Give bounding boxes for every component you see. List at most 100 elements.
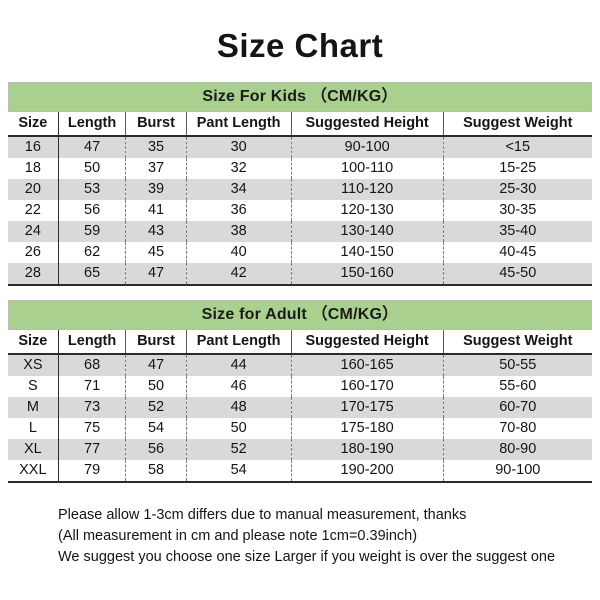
- cell-pant-length: 54: [186, 460, 292, 483]
- cell-suggest-weight: 55-60: [443, 376, 592, 397]
- cell-length: 56: [58, 200, 127, 221]
- cell-pant-length: 34: [186, 179, 292, 200]
- kids-size-section: Size For Kids （CM/KG） Size Length Burst …: [8, 82, 592, 286]
- cell-length: 65: [58, 263, 127, 286]
- cell-size: XXL: [8, 460, 59, 483]
- cell-length: 50: [58, 158, 127, 179]
- table-row: 18 50 37 32 100-110 15-25: [8, 158, 592, 179]
- cell-suggest-weight: 60-70: [443, 397, 592, 418]
- cell-length: 75: [58, 418, 127, 439]
- table-row: M 73 52 48 170-175 60-70: [8, 397, 592, 418]
- cell-pant-length: 44: [186, 354, 292, 376]
- cell-burst: 39: [125, 179, 187, 200]
- table-row: S 71 50 46 160-170 55-60: [8, 376, 592, 397]
- column-header-length: Length: [58, 112, 127, 137]
- note-line-3: We suggest you choose one size Larger if…: [58, 549, 556, 565]
- cell-length: 53: [58, 179, 127, 200]
- cell-suggested-height: 160-165: [291, 354, 444, 376]
- table-row: 26 62 45 40 140-150 40-45: [8, 242, 592, 263]
- cell-size: S: [8, 376, 59, 397]
- cell-suggest-weight: 15-25: [443, 158, 592, 179]
- cell-suggest-weight: 35-40: [443, 221, 592, 242]
- cell-length: 71: [58, 376, 127, 397]
- cell-size: 16: [8, 136, 59, 158]
- column-header-suggest-weight: Suggest Weight: [443, 112, 592, 137]
- cell-suggest-weight: 50-55: [443, 354, 592, 376]
- cell-suggested-height: 100-110: [291, 158, 444, 179]
- cell-pant-length: 52: [186, 439, 292, 460]
- table-row: L 75 54 50 175-180 70-80: [8, 418, 592, 439]
- cell-suggest-weight: <15: [443, 136, 592, 158]
- page-title: Size Chart: [216, 27, 384, 64]
- table-row: XL 77 56 52 180-190 80-90: [8, 439, 592, 460]
- adult-section-banner: Size for Adult （CM/KG）: [8, 300, 592, 330]
- cell-pant-length: 42: [186, 263, 292, 286]
- column-header-suggested-height: Suggested Height: [291, 112, 444, 137]
- cell-size: 22: [8, 200, 59, 221]
- cell-pant-length: 40: [186, 242, 292, 263]
- cell-suggested-height: 130-140: [291, 221, 444, 242]
- cell-suggested-height: 90-100: [291, 136, 444, 158]
- cell-pant-length: 38: [186, 221, 292, 242]
- cell-size: XS: [8, 354, 59, 376]
- cell-size: 18: [8, 158, 59, 179]
- column-header-burst: Burst: [125, 112, 187, 137]
- cell-length: 59: [58, 221, 127, 242]
- cell-pant-length: 30: [186, 136, 292, 158]
- adult-size-section: Size for Adult （CM/KG） Size Length Burst…: [8, 300, 592, 483]
- cell-burst: 50: [125, 376, 187, 397]
- table-row: XXL 79 58 54 190-200 90-100: [8, 460, 592, 483]
- cell-suggested-height: 140-150: [291, 242, 444, 263]
- cell-length: 79: [58, 460, 127, 483]
- cell-burst: 45: [125, 242, 187, 263]
- cell-pant-length: 48: [186, 397, 292, 418]
- table-row: 28 65 47 42 150-160 45-50: [8, 263, 592, 286]
- cell-burst: 35: [125, 136, 187, 158]
- column-header-length: Length: [58, 330, 127, 355]
- cell-pant-length: 32: [186, 158, 292, 179]
- table-row: 22 56 41 36 120-130 30-35: [8, 200, 592, 221]
- cell-size: M: [8, 397, 59, 418]
- cell-burst: 54: [125, 418, 187, 439]
- column-header-size: Size: [8, 112, 59, 137]
- cell-burst: 52: [125, 397, 187, 418]
- cell-suggested-height: 150-160: [291, 263, 444, 286]
- cell-length: 77: [58, 439, 127, 460]
- cell-pant-length: 50: [186, 418, 292, 439]
- cell-burst: 43: [125, 221, 187, 242]
- kids-size-table: Size Length Burst Pant Length Suggested …: [8, 112, 592, 286]
- adult-table-body: XS 68 47 44 160-165 50-55 S 71 50 46 160…: [8, 354, 592, 483]
- footer-notes: Please allow 1-3cm differs due to manual…: [40, 505, 560, 568]
- column-header-suggested-height: Suggested Height: [291, 330, 444, 355]
- table-row: XS 68 47 44 160-165 50-55: [8, 354, 592, 376]
- adult-size-table: Size Length Burst Pant Length Suggested …: [8, 330, 592, 483]
- cell-suggest-weight: 25-30: [443, 179, 592, 200]
- cell-suggested-height: 160-170: [291, 376, 444, 397]
- note-line-2: (All measurement in cm and please note 1…: [58, 528, 418, 544]
- cell-suggested-height: 120-130: [291, 200, 444, 221]
- cell-suggest-weight: 30-35: [443, 200, 592, 221]
- cell-suggest-weight: 90-100: [443, 460, 592, 483]
- cell-burst: 56: [125, 439, 187, 460]
- cell-length: 62: [58, 242, 127, 263]
- table-row: 24 59 43 38 130-140 35-40: [8, 221, 592, 242]
- cell-size: XL: [8, 439, 59, 460]
- column-header-burst: Burst: [125, 330, 187, 355]
- cell-size: 24: [8, 221, 59, 242]
- table-row: 16 47 35 30 90-100 <15: [8, 136, 592, 158]
- cell-burst: 47: [125, 263, 187, 286]
- kids-section-banner: Size For Kids （CM/KG）: [8, 82, 592, 112]
- cell-suggest-weight: 70-80: [443, 418, 592, 439]
- cell-suggested-height: 110-120: [291, 179, 444, 200]
- column-header-size: Size: [8, 330, 59, 355]
- cell-suggest-weight: 80-90: [443, 439, 592, 460]
- column-header-suggest-weight: Suggest Weight: [443, 330, 592, 355]
- cell-size: 26: [8, 242, 59, 263]
- note-line-1: Please allow 1-3cm differs due to manual…: [58, 507, 467, 523]
- cell-suggested-height: 175-180: [291, 418, 444, 439]
- cell-burst: 47: [125, 354, 187, 376]
- cell-suggested-height: 180-190: [291, 439, 444, 460]
- table-row: 20 53 39 34 110-120 25-30: [8, 179, 592, 200]
- cell-size: L: [8, 418, 59, 439]
